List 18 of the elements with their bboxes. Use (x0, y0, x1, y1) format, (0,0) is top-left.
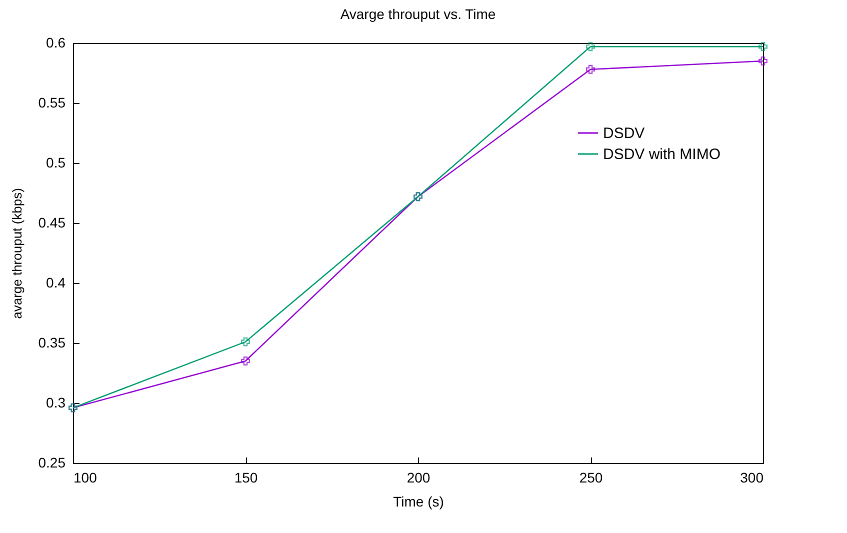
y-tick-label: 0.45 (38, 214, 66, 230)
y-tick-label: 0.35 (38, 334, 66, 350)
y-tick-label: 0.3 (46, 394, 66, 410)
x-tick-label: 200 (406, 470, 430, 486)
x-tick-label: 250 (579, 470, 603, 486)
chart-title: Avarge throuput vs. Time (340, 6, 496, 22)
y-tick-label: 0.55 (38, 94, 66, 110)
legend-label: DSDV (603, 125, 645, 142)
y-axis-title: avarge throuput (kbps) (9, 188, 24, 319)
y-tick-label: 0.4 (46, 274, 66, 290)
x-tick-label: 100 (74, 470, 98, 486)
y-tick-label: 0.25 (38, 454, 66, 470)
y-tick-label: 0.5 (46, 154, 66, 170)
x-axis-title: Time (s) (393, 494, 444, 510)
x-tick-label: 300 (740, 470, 764, 486)
legend-label: DSDV with MIMO (603, 146, 721, 163)
y-tick-label: 0.6 (46, 34, 66, 50)
x-tick-label: 150 (234, 470, 258, 486)
